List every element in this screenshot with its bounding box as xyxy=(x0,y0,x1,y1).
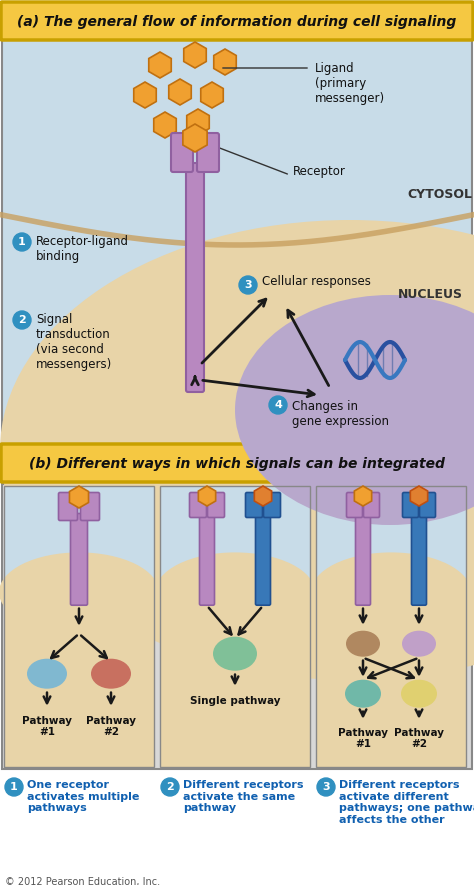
FancyBboxPatch shape xyxy=(364,492,380,518)
Text: 3: 3 xyxy=(244,280,252,290)
Polygon shape xyxy=(198,486,216,506)
FancyBboxPatch shape xyxy=(81,492,100,520)
Circle shape xyxy=(239,276,257,294)
Ellipse shape xyxy=(311,552,471,632)
Ellipse shape xyxy=(235,295,474,525)
Text: (a) The general flow of information during cell signaling: (a) The general flow of information duri… xyxy=(18,15,456,29)
Ellipse shape xyxy=(0,220,474,680)
FancyBboxPatch shape xyxy=(255,512,271,605)
FancyBboxPatch shape xyxy=(411,512,427,605)
Polygon shape xyxy=(183,124,207,152)
Ellipse shape xyxy=(0,552,159,632)
Bar xyxy=(316,486,466,595)
Bar xyxy=(316,486,466,767)
Ellipse shape xyxy=(346,631,380,657)
FancyBboxPatch shape xyxy=(197,133,219,172)
Text: Pathway
#1: Pathway #1 xyxy=(22,716,72,737)
Circle shape xyxy=(317,778,335,796)
FancyBboxPatch shape xyxy=(346,492,363,518)
Circle shape xyxy=(13,233,31,251)
Text: 1: 1 xyxy=(10,782,18,792)
Text: Pathway
#1: Pathway #1 xyxy=(338,727,388,750)
Text: CYTOSOL: CYTOSOL xyxy=(408,189,473,202)
Bar xyxy=(160,486,310,767)
FancyBboxPatch shape xyxy=(419,492,436,518)
FancyBboxPatch shape xyxy=(71,513,88,605)
Polygon shape xyxy=(184,42,206,68)
Text: Ligand
(primary
messenger): Ligand (primary messenger) xyxy=(315,62,385,105)
Text: 4: 4 xyxy=(274,400,282,410)
Polygon shape xyxy=(149,52,171,78)
Polygon shape xyxy=(187,109,209,135)
FancyBboxPatch shape xyxy=(208,492,225,518)
FancyBboxPatch shape xyxy=(171,133,193,172)
Circle shape xyxy=(161,778,179,796)
Polygon shape xyxy=(134,82,156,108)
Bar xyxy=(160,597,310,767)
FancyBboxPatch shape xyxy=(200,512,215,605)
Text: Receptor-ligand
binding: Receptor-ligand binding xyxy=(36,235,129,263)
FancyBboxPatch shape xyxy=(246,492,263,518)
Ellipse shape xyxy=(213,636,257,671)
Text: Pathway
#2: Pathway #2 xyxy=(86,716,136,737)
FancyBboxPatch shape xyxy=(186,163,204,392)
Bar xyxy=(2,484,472,769)
Text: Single pathway: Single pathway xyxy=(190,696,280,705)
Polygon shape xyxy=(154,112,176,138)
Bar xyxy=(316,597,466,767)
Ellipse shape xyxy=(345,680,381,708)
Polygon shape xyxy=(410,486,428,506)
Ellipse shape xyxy=(27,658,67,689)
Polygon shape xyxy=(201,82,223,108)
Text: Pathway
#2: Pathway #2 xyxy=(394,727,444,750)
Text: NUCLEUS: NUCLEUS xyxy=(398,289,463,302)
Circle shape xyxy=(13,311,31,329)
Text: © 2012 Pearson Education, Inc.: © 2012 Pearson Education, Inc. xyxy=(5,877,160,885)
Polygon shape xyxy=(255,486,272,506)
Text: 2: 2 xyxy=(18,315,26,325)
Text: 2: 2 xyxy=(166,782,174,792)
FancyBboxPatch shape xyxy=(264,492,281,518)
Text: Cellular responses: Cellular responses xyxy=(262,275,371,289)
Bar xyxy=(160,486,310,595)
FancyBboxPatch shape xyxy=(402,492,419,518)
Circle shape xyxy=(5,778,23,796)
Bar xyxy=(4,597,154,767)
Bar xyxy=(4,486,154,595)
Text: 3: 3 xyxy=(322,782,330,792)
Text: Changes in
gene expression: Changes in gene expression xyxy=(292,400,389,428)
Ellipse shape xyxy=(401,680,437,708)
Polygon shape xyxy=(169,79,191,105)
Ellipse shape xyxy=(402,631,436,657)
FancyBboxPatch shape xyxy=(356,512,371,605)
Text: Different receptors
activate the same
pathway: Different receptors activate the same pa… xyxy=(183,780,303,813)
Bar xyxy=(2,40,472,440)
FancyBboxPatch shape xyxy=(1,444,473,482)
Text: Signal
transduction
(via second
messengers): Signal transduction (via second messenge… xyxy=(36,313,112,371)
Text: One receptor
activates multiple
pathways: One receptor activates multiple pathways xyxy=(27,780,139,813)
Text: 1: 1 xyxy=(18,237,26,247)
Circle shape xyxy=(269,396,287,414)
Ellipse shape xyxy=(91,658,131,689)
Text: Receptor: Receptor xyxy=(293,165,346,179)
Polygon shape xyxy=(355,486,372,506)
Polygon shape xyxy=(70,486,89,508)
FancyBboxPatch shape xyxy=(190,492,207,518)
FancyBboxPatch shape xyxy=(58,492,78,520)
Ellipse shape xyxy=(155,552,315,632)
FancyBboxPatch shape xyxy=(1,2,473,40)
Text: (b) Different ways in which signals can be integrated: (b) Different ways in which signals can … xyxy=(29,457,445,471)
Bar xyxy=(4,486,154,767)
Text: Different receptors
activate different
pathways; one pathway
affects the other: Different receptors activate different p… xyxy=(339,780,474,825)
Polygon shape xyxy=(214,49,236,75)
